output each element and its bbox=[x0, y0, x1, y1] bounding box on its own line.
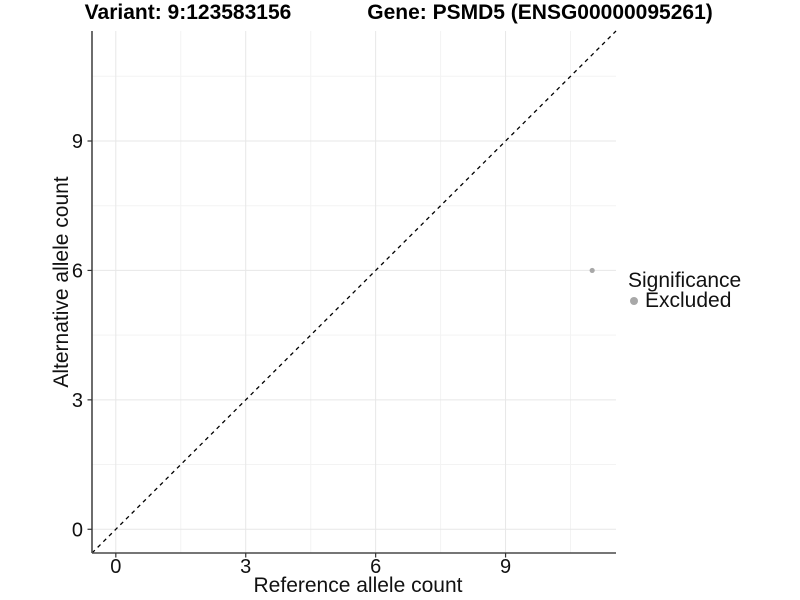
y-tick-label: 6 bbox=[72, 260, 83, 282]
data-point bbox=[589, 267, 595, 274]
x-tick-label: 6 bbox=[370, 556, 381, 578]
legend-item-label: Excluded bbox=[645, 289, 732, 312]
x-tick-label: 3 bbox=[240, 556, 251, 578]
y-tick-label: 0 bbox=[72, 519, 83, 541]
legend-point-icon bbox=[630, 297, 638, 305]
legend-title: Significance bbox=[628, 269, 742, 292]
plot-area: 0 3 6 9 0 3 6 9 bbox=[72, 30, 617, 578]
x-axis-title: Reference allele count bbox=[253, 574, 463, 597]
plot-title-gene: Gene: PSMD5 (ENSG00000095261) bbox=[367, 1, 713, 24]
legend: Significance Excluded bbox=[627, 269, 742, 312]
y-tick-label: 9 bbox=[72, 131, 83, 153]
y-axis-title: Alternative allele count bbox=[50, 176, 73, 388]
identity-dashed-line bbox=[91, 30, 617, 554]
x-tick-label: 9 bbox=[500, 556, 511, 578]
plot-title-variant: Variant: 9:123583156 bbox=[84, 1, 292, 24]
y-tick-label: 3 bbox=[72, 390, 83, 412]
legend-item-excluded: Excluded bbox=[627, 289, 741, 312]
x-tick-label: 0 bbox=[110, 556, 121, 578]
